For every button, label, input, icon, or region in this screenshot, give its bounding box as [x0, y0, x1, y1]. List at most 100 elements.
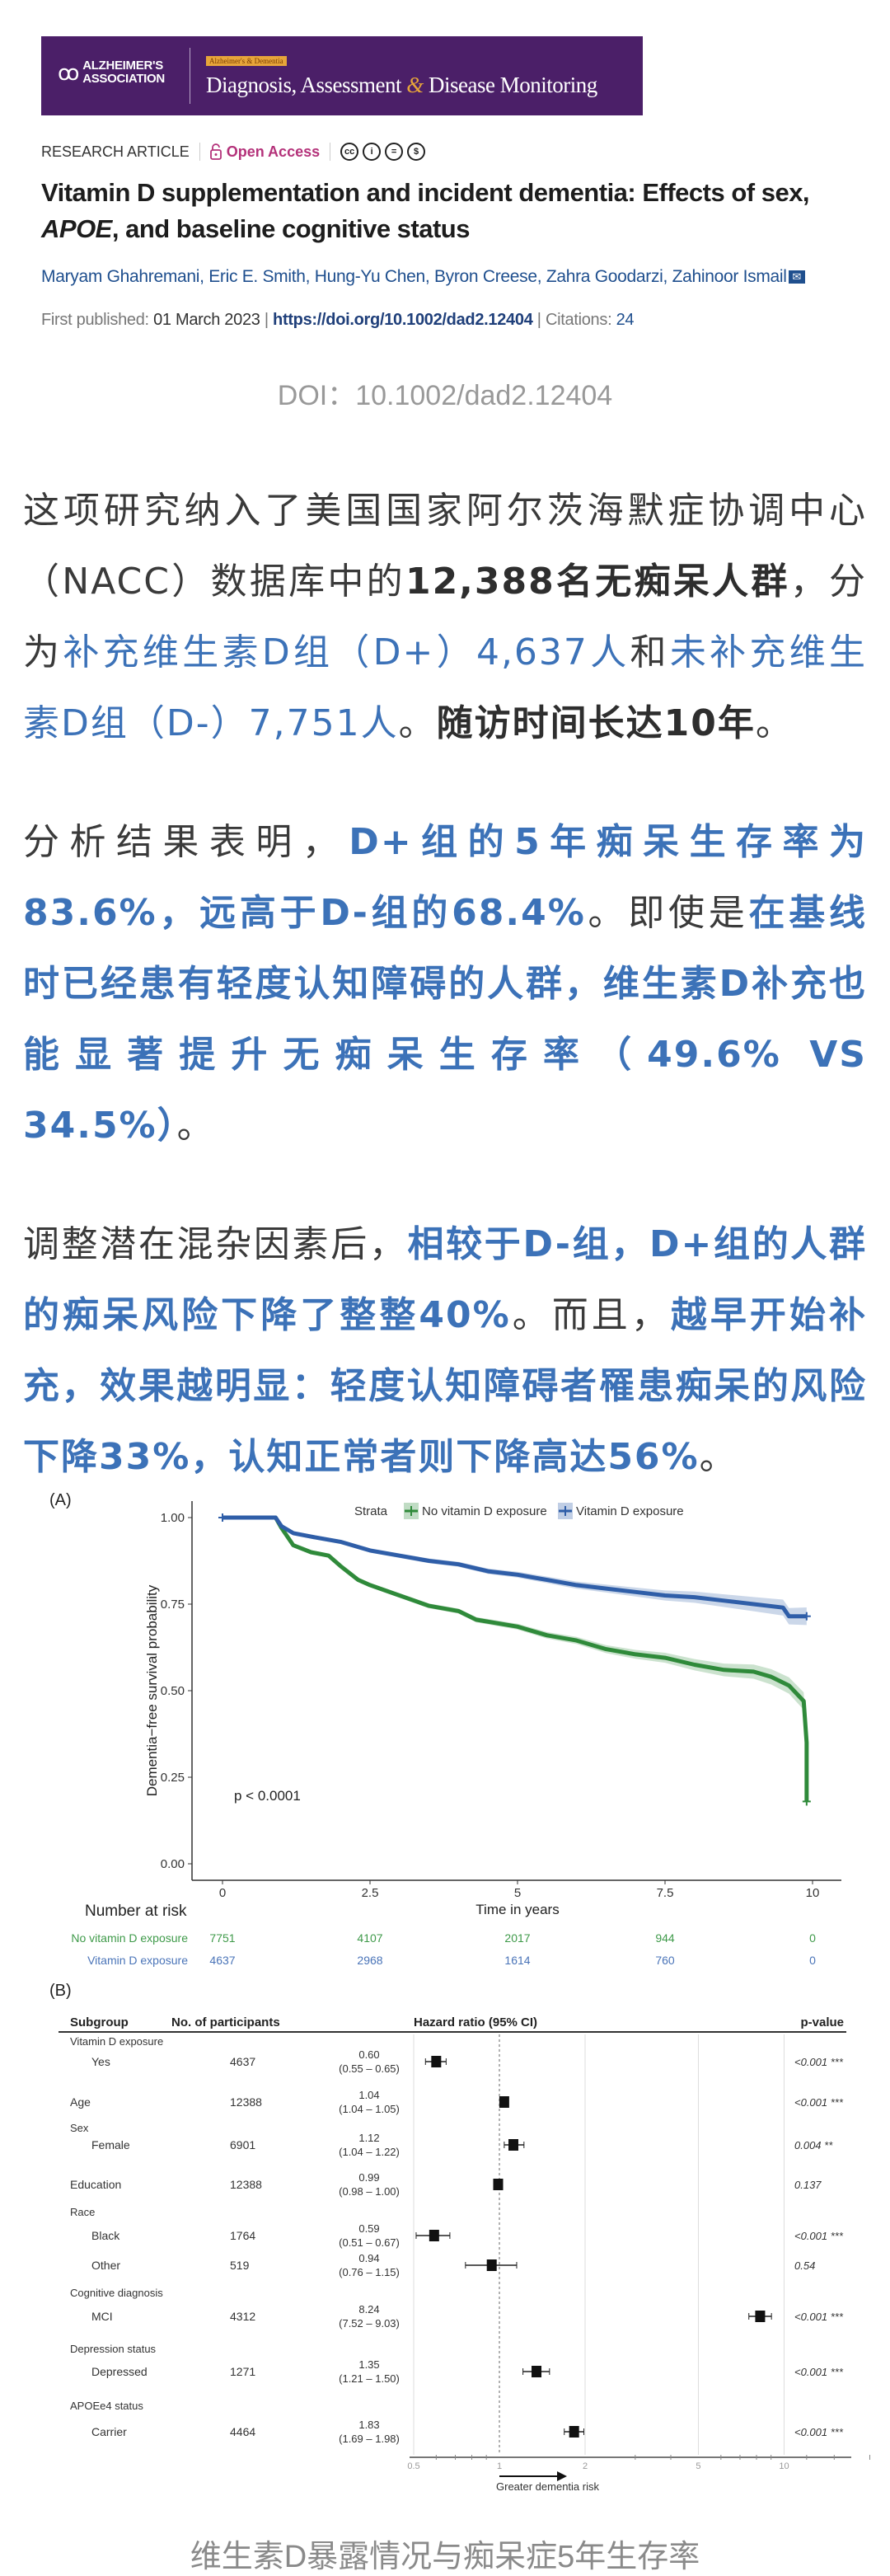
risk-table-value: 4637: [209, 1954, 235, 1967]
first-published-date: 01 March 2023: [153, 311, 260, 329]
p-value: <0.001 ***: [794, 2311, 844, 2323]
journal-tag: Alzheimer's & Dementia: [206, 56, 287, 66]
risk-table-value: 7751: [209, 1931, 235, 1945]
hazard-ratio: 0.99: [358, 2171, 379, 2184]
subgroup-label: MCI: [91, 2310, 113, 2323]
x-tick-label: 10: [779, 2461, 789, 2471]
paragraph-text: 和: [630, 631, 670, 673]
article-meta-row: RESEARCH ARTICLE Open Access cc i = $: [41, 142, 882, 162]
title-text-end: , and baseline cognitive status: [111, 214, 471, 243]
p-value: <0.001 ***: [794, 2056, 844, 2068]
risk-table-value: 1614: [504, 1954, 530, 1967]
confidence-interval: (0.55 – 0.65): [339, 2062, 400, 2075]
divider: [199, 143, 200, 161]
confidence-interval: (1.21 – 1.50): [339, 2372, 400, 2385]
highlighted-text: 未补充维生素D组（D-）7,751人: [23, 631, 868, 744]
subgroup-label: Black: [91, 2229, 120, 2242]
x-tick-label: 2.5: [362, 1886, 379, 1900]
risk-table-value: 760: [655, 1954, 675, 1967]
y-tick-label: 0.25: [161, 1771, 185, 1785]
open-access-label: Open Access: [226, 143, 321, 160]
hazard-ratio: 8.24: [358, 2303, 379, 2316]
open-access-badge[interactable]: Open Access: [209, 143, 321, 161]
participant-count: 4637: [230, 2055, 255, 2068]
paragraph-survival-results: 分析结果表明，D+组的5年痴呆生存率为83.6%，远高于D-组的68.4%。即使…: [23, 807, 867, 1161]
p-value: 0.137: [794, 2179, 822, 2191]
subgroup-label: Other: [91, 2259, 120, 2272]
authors-link[interactable]: Maryam Ghahremani, Eric E. Smith, Hung-Y…: [41, 267, 787, 286]
legend-label: No vitamin D exposure: [422, 1504, 547, 1518]
divider: |: [536, 311, 541, 329]
paragraph-text: 。: [699, 1436, 738, 1478]
highlighted-text: 12,388名无痴呆人群: [405, 561, 790, 603]
article-header: RESEARCH ARTICLE Open Access cc i = $ Vi…: [41, 142, 882, 331]
x-tick-label: 2: [583, 2461, 588, 2471]
x-tick-label: 1: [497, 2461, 502, 2471]
journal-ampersand: &: [406, 73, 424, 97]
survival-line-no-vitamin-d: [222, 1515, 809, 1802]
y-tick-label: 0.75: [161, 1598, 185, 1612]
highlighted-text: 随访时间长达10年: [436, 702, 756, 744]
attribution-icon[interactable]: i: [363, 143, 382, 161]
y-tick-label: 0.00: [161, 1857, 185, 1871]
p-value-annotation: p < 0.0001: [234, 1788, 301, 1804]
x-tick-label: 0.5: [407, 2461, 419, 2471]
p-value: <0.001 ***: [794, 2426, 844, 2438]
doi-link[interactable]: https://doi.org/10.1002/dad2.12404: [273, 311, 533, 329]
y-tick-label: 1.00: [161, 1511, 185, 1525]
hazard-ratio-marker: [569, 2426, 579, 2438]
no-derivatives-icon[interactable]: =: [385, 143, 404, 161]
hazard-ratio: 0.60: [358, 2048, 379, 2061]
participant-count: 4464: [230, 2425, 255, 2438]
risk-table-value: 2017: [504, 1931, 530, 1945]
subgroup-header: Race: [70, 2206, 95, 2218]
subgroup-label: Female: [91, 2138, 130, 2151]
risk-table-value: 0: [809, 1931, 816, 1945]
x-tick-label: 10: [806, 1886, 820, 1900]
hazard-ratio: 1.35: [358, 2358, 379, 2371]
title-text: Vitamin D supplementation and incident d…: [41, 178, 810, 207]
subgroup-label: Age: [70, 2095, 91, 2109]
paragraph-text: 。: [176, 1105, 215, 1147]
subgroup-header: Vitamin D exposure: [70, 2035, 163, 2048]
paragraph-text: 调整潜在混杂因素后，: [23, 1223, 408, 1265]
citations-count[interactable]: 24: [616, 311, 635, 329]
confidence-interval: (0.51 – 0.67): [339, 2236, 400, 2249]
hazard-ratio-marker: [493, 2179, 504, 2190]
confidence-band-vitamin-d: [222, 1518, 807, 1626]
subgroup-header: Sex: [70, 2122, 89, 2134]
participant-count: 1764: [230, 2229, 255, 2242]
journal-name-part2: Disease Monitoring: [423, 73, 597, 97]
column-header: p-value: [800, 2015, 844, 2029]
participant-count: 12388: [230, 2178, 262, 2191]
x-tick-label: 0: [219, 1886, 226, 1900]
hazard-ratio: 0.94: [358, 2252, 379, 2264]
paragraph-study-design: 这项研究纳入了美国国家阿尔茨海默症协调中心（NACC）数据库中的12,388名无…: [23, 476, 867, 759]
y-axis-title: Dementia−free survival probability: [144, 1584, 160, 1796]
hazard-ratio-marker: [429, 2230, 439, 2241]
panel-label-a: (A): [49, 1491, 72, 1509]
column-header: Hazard ratio (95% CI): [414, 2015, 537, 2029]
non-commercial-icon[interactable]: $: [407, 143, 426, 161]
paragraph-text: 。而且，: [510, 1294, 671, 1336]
subgroup-label: Education: [70, 2178, 121, 2191]
confidence-band-no-vitamin-d: [222, 1518, 807, 1811]
unlock-icon: [209, 143, 222, 160]
association-logo-icon: ꝏ: [58, 60, 80, 85]
p-value: 0.54: [794, 2259, 815, 2272]
cc-icon[interactable]: cc: [340, 143, 359, 161]
x-axis-title: Time in years: [475, 1902, 559, 1917]
paragraph-text: ，分为: [23, 561, 868, 673]
paragraph-text: 这项研究纳入了美国国家阿尔茨海默症协调中心（NACC）数据库中的: [23, 490, 867, 603]
hazard-ratio-marker: [486, 2259, 497, 2271]
participant-count: 1271: [230, 2365, 255, 2378]
hazard-ratio: 1.83: [358, 2419, 379, 2431]
p-value: <0.001 ***: [794, 2366, 844, 2378]
p-value: 0.004 **: [794, 2139, 833, 2151]
paragraph-text: 分析结果表明，: [23, 821, 349, 863]
mail-icon[interactable]: ✉: [788, 270, 805, 284]
journal-name-part1: Diagnosis, Assessment: [206, 73, 407, 97]
association-logo-text: ALZHEIMER'S ASSOCIATION: [82, 59, 165, 86]
risk-table-row-label: No vitamin D exposure: [71, 1931, 188, 1945]
hazard-ratio: 1.04: [358, 2089, 379, 2101]
